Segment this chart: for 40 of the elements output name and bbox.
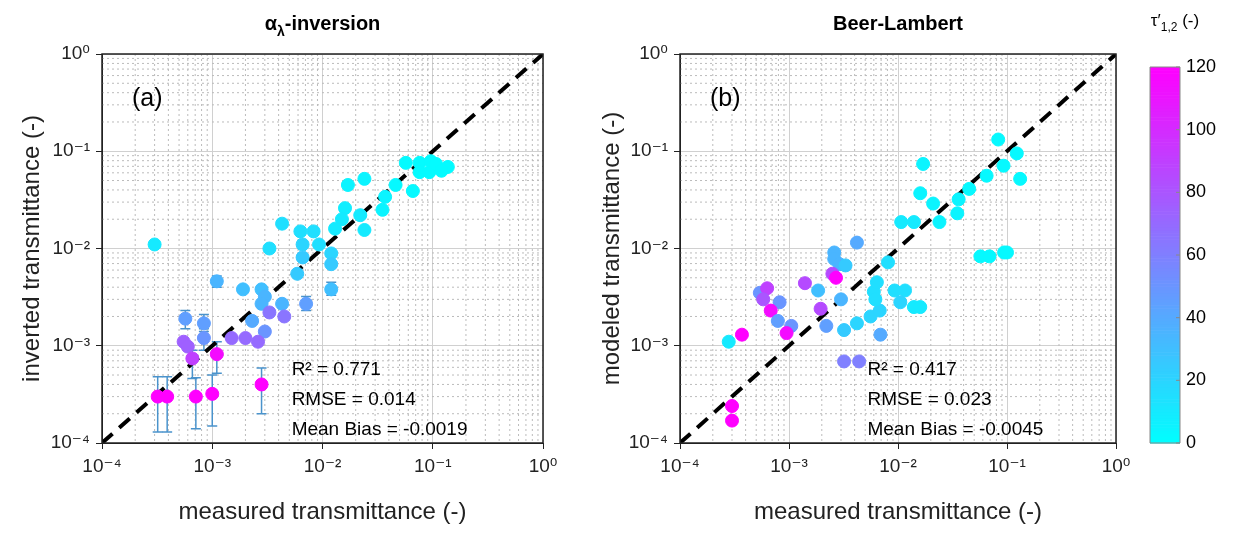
x-axis-title: measured transmittance (-)	[753, 497, 1043, 525]
x-tick-label: 10⁻²	[303, 454, 342, 476]
x-tick-label: 10⁻²	[879, 454, 917, 476]
annotation: Mean Bias = -0.0045	[867, 418, 1044, 439]
chart-title: Beer-Lambert	[832, 12, 964, 34]
color-bar-label: 100	[1186, 118, 1217, 139]
annotation: (b)	[710, 83, 741, 111]
y-tick-label: 10⁻³	[630, 333, 668, 355]
y-tick-label: 10⁻¹	[630, 139, 668, 161]
y-tick-label: 10⁰	[61, 42, 90, 64]
annotation: RMSE = 0.014	[291, 388, 417, 409]
y-tick-label: 10⁻¹	[52, 139, 90, 161]
y-tick-label: 10⁻⁴	[50, 431, 90, 453]
annotation: (a)	[132, 83, 163, 111]
x-tick-label: 10⁰	[1101, 454, 1131, 476]
color-bar-label: 120	[1186, 55, 1217, 76]
color-bar-label: 20	[1186, 369, 1207, 390]
x-tick-label: 10⁻¹	[414, 454, 452, 476]
x-tick-label: 10⁰	[528, 454, 558, 476]
y-axis-title: inverted transmittance (-)	[17, 115, 45, 382]
color-bar-label: 40	[1186, 306, 1207, 327]
x-tick-label: 10⁻⁴	[82, 454, 122, 476]
annotation: RMSE = 0.023	[867, 388, 992, 409]
annotation: Mean Bias = -0.0019	[291, 418, 468, 439]
x-tick-label: 10⁻¹	[988, 454, 1026, 476]
y-tick-label: 10⁰	[639, 42, 668, 64]
y-axis-title: modeled transmittance (-)	[597, 111, 625, 386]
y-tick-label: 10⁻²	[52, 236, 90, 258]
x-tick-label: 10⁻³	[770, 454, 808, 476]
y-tick-label: 10⁻²	[630, 236, 668, 258]
annotation: R² = 0.771	[291, 358, 381, 379]
y-tick-label: 10⁻⁴	[628, 431, 668, 453]
x-tick-label: 10⁻⁴	[660, 454, 700, 476]
annotation: R² = 0.417	[867, 358, 957, 379]
color-bar-label: 0	[1186, 431, 1197, 452]
color-bar-label: 60	[1186, 243, 1207, 264]
y-tick-label: 10⁻³	[52, 333, 90, 355]
color-bar-label: 80	[1186, 181, 1207, 202]
x-axis-title: measured transmittance (-)	[178, 497, 467, 525]
x-tick-label: 10⁻³	[193, 454, 231, 476]
